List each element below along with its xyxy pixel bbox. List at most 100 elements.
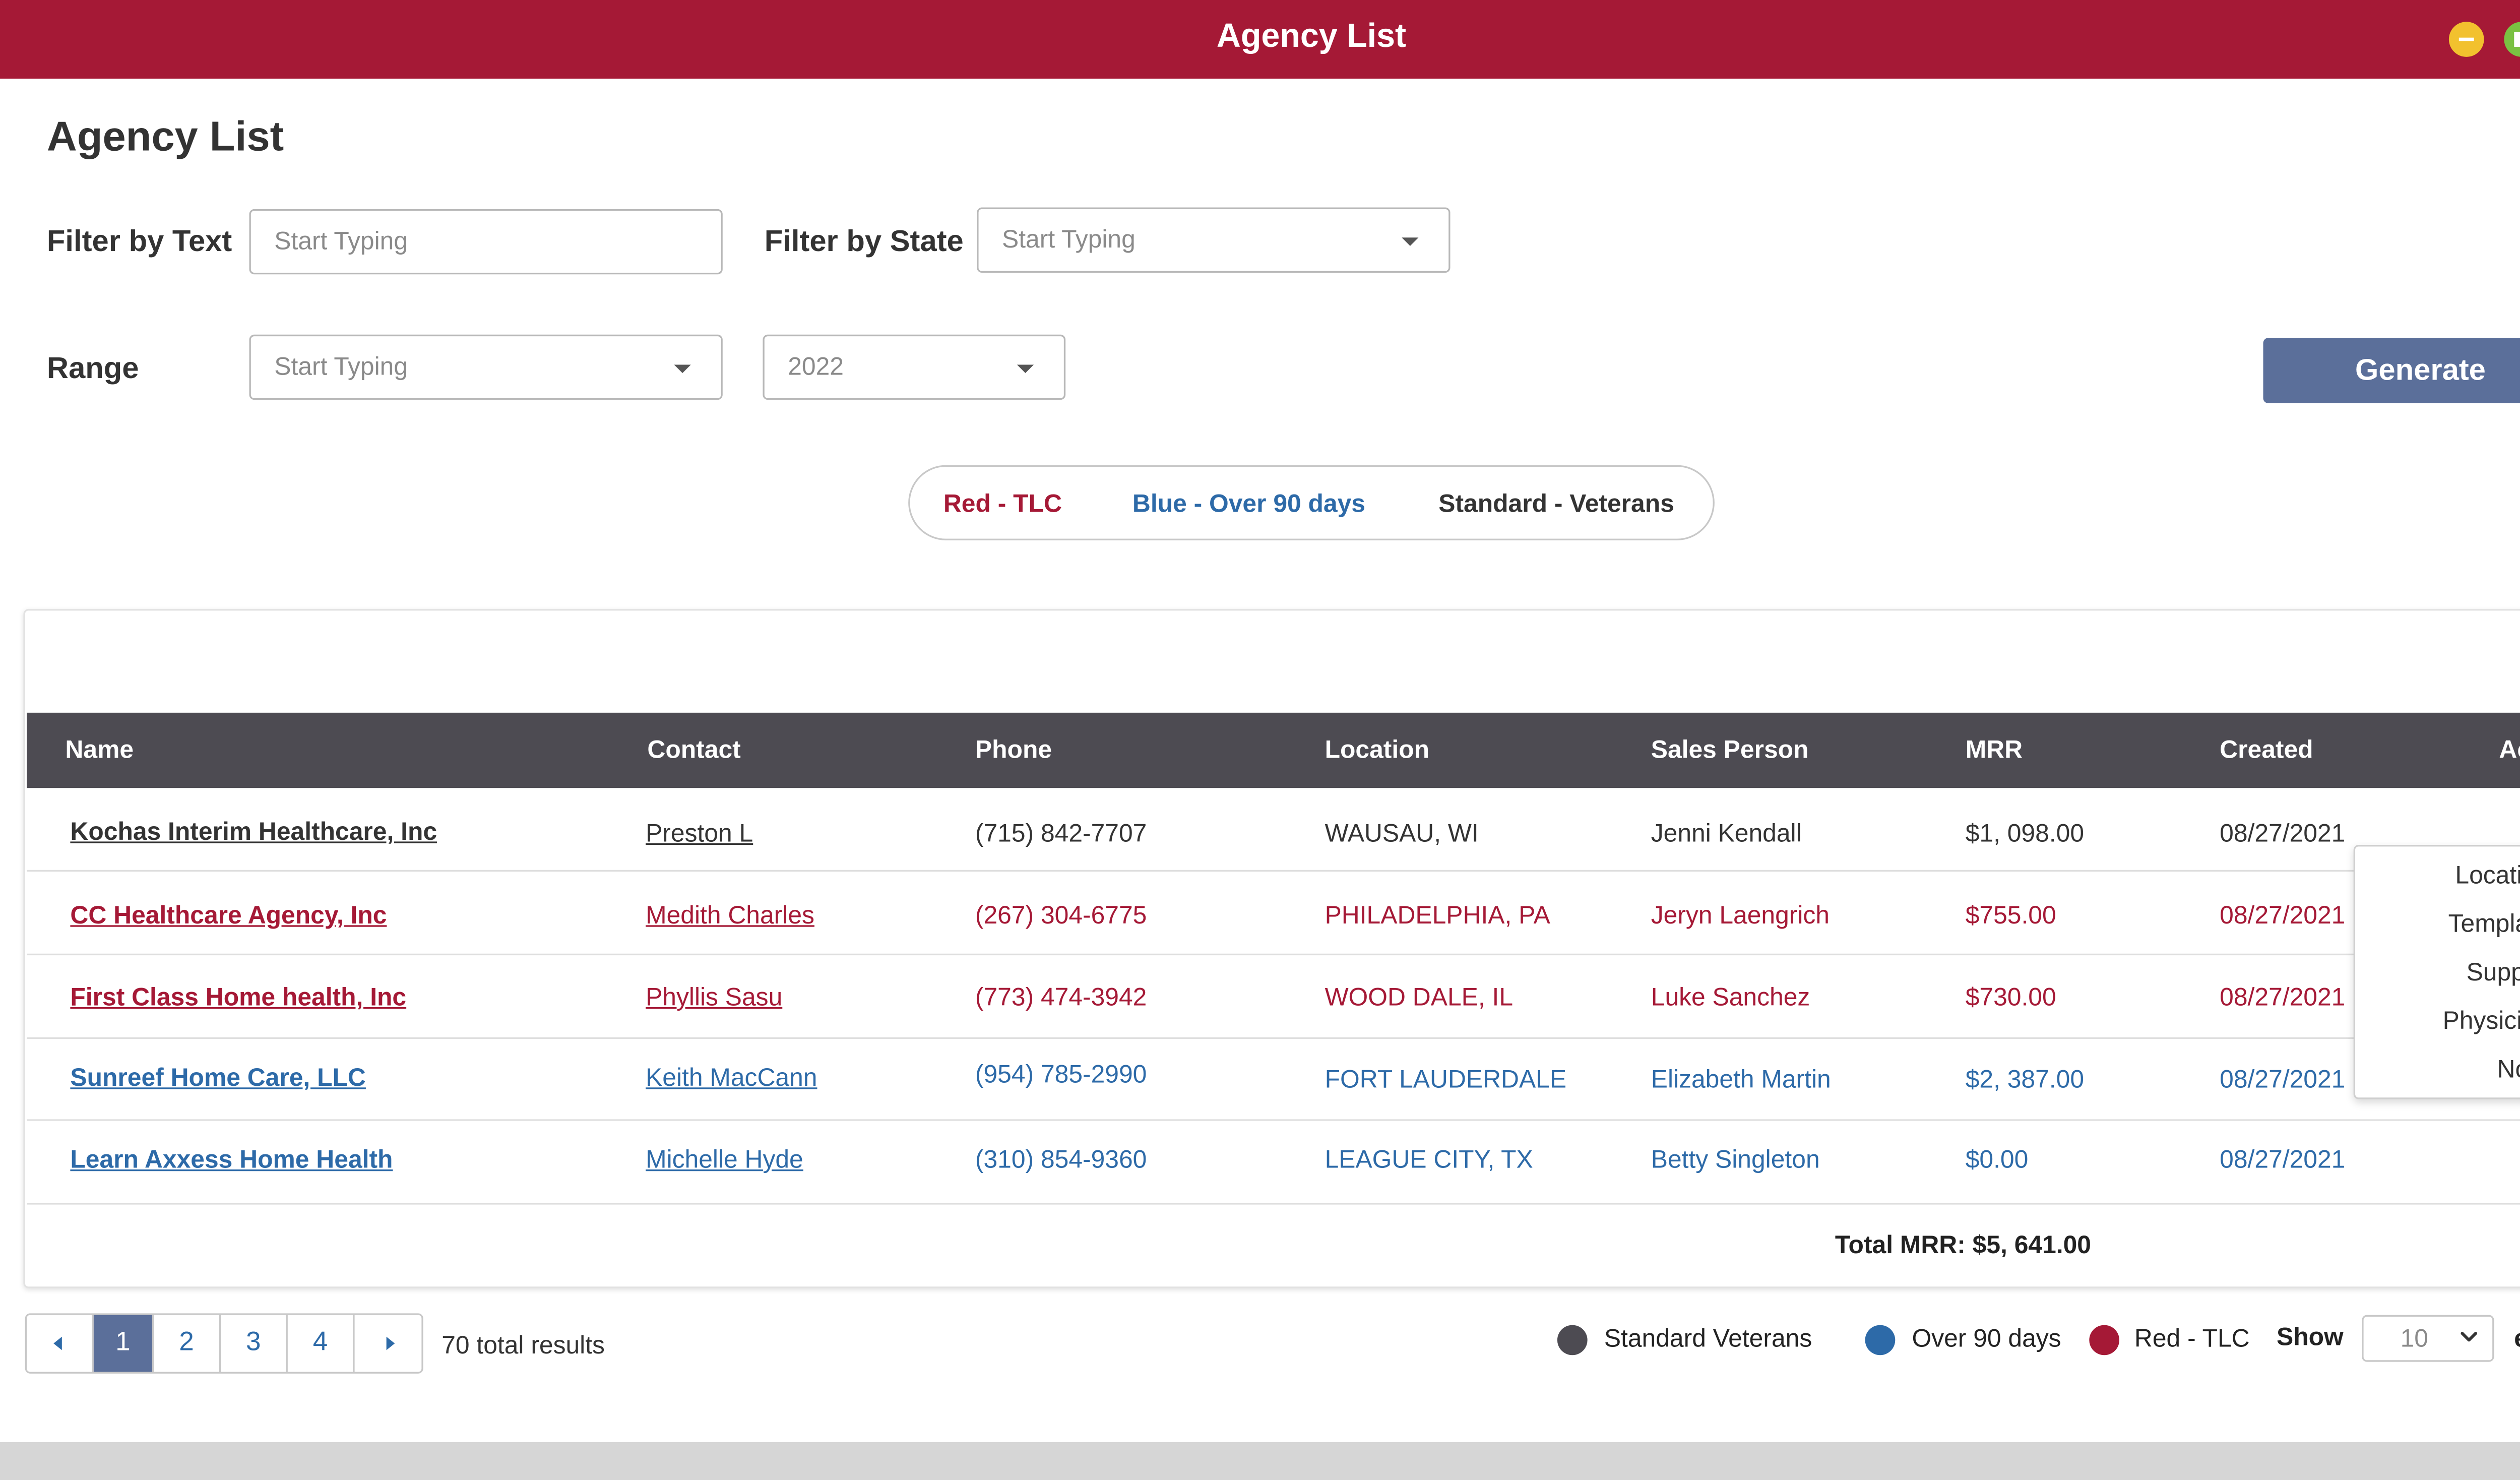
total-mrr: Total MRR: $5, 641.00 xyxy=(1835,1231,2091,1260)
red-dot-icon xyxy=(2089,1325,2120,1355)
agency-name-link[interactable]: Sunreef Home Care, LLC xyxy=(70,1064,366,1093)
contact-link[interactable]: Phyllis Sasu xyxy=(646,983,783,1012)
total-results: 70 total results xyxy=(442,1331,605,1361)
mrr-cell: $755.00 xyxy=(1965,901,2056,931)
menu-item-notes[interactable]: Notes xyxy=(2497,1056,2520,1084)
row-action-menu: Locations Templates Supplies Physicians … xyxy=(2353,845,2520,1099)
minimize-button[interactable] xyxy=(2448,22,2484,57)
menu-item-physicians[interactable]: Physicians xyxy=(2442,1007,2520,1036)
menu-item-supplies[interactable]: Supplies xyxy=(2466,958,2520,988)
mrr-cell: $0.00 xyxy=(1965,1146,2029,1175)
column-header-created[interactable]: Created xyxy=(2220,736,2313,765)
year-value: 2022 xyxy=(788,353,844,382)
blue-dot-icon xyxy=(1865,1325,1896,1355)
created-cell: 08/27/2021 xyxy=(2220,1066,2346,1094)
entries-select[interactable]: 10 xyxy=(2362,1315,2494,1362)
standard-dot-icon xyxy=(1557,1325,1588,1355)
contact-link[interactable]: Keith MacCann xyxy=(646,1064,817,1093)
legend-standard-veterans[interactable]: Standard - Veterans xyxy=(1438,490,1674,519)
filter-text-input[interactable] xyxy=(250,211,721,273)
filter-text-label: Filter by Text xyxy=(46,224,232,258)
contact-link[interactable]: Michelle Hyde xyxy=(646,1146,803,1175)
agency-name-link[interactable]: First Class Home health, Inc xyxy=(70,983,407,1012)
page-title: Agency List xyxy=(46,113,284,161)
page-button-1[interactable]: 1 xyxy=(93,1315,154,1372)
caret-down-icon xyxy=(1402,237,1419,246)
footer-legend-blue: Over 90 days xyxy=(1912,1325,2061,1353)
menu-item-locations[interactable]: Locations xyxy=(2455,861,2520,890)
entries-label: entries xyxy=(2514,1325,2520,1353)
titlebar: Agency List xyxy=(0,0,2520,79)
entries-value: 10 xyxy=(2400,1325,2429,1353)
agency-name-link[interactable]: CC Healthcare Agency, Inc xyxy=(70,901,387,931)
agency-name-link[interactable]: Learn Axxess Home Health xyxy=(70,1146,393,1175)
prev-page-button[interactable] xyxy=(27,1315,94,1372)
range-placeholder: Start Typing xyxy=(274,353,408,382)
sales-person-cell: Jeryn Laengrich xyxy=(1651,901,1830,931)
legend-blue-over-90[interactable]: Blue - Over 90 days xyxy=(1132,490,1366,519)
menu-item-templates[interactable]: Templates xyxy=(2448,910,2520,939)
agency-name-link[interactable]: Kochas Interim Healthcare, Inc xyxy=(70,818,437,847)
caret-right-icon xyxy=(386,1336,395,1350)
contact-link[interactable]: Medith Charles xyxy=(646,901,814,931)
window-title: Agency List xyxy=(1216,18,1407,55)
column-header-name[interactable]: Name xyxy=(65,736,134,765)
table-row: First Class Home health, Inc Phyllis Sas… xyxy=(27,957,2520,1039)
table-divider xyxy=(27,1203,2520,1205)
sales-person-cell: Jenni Kendall xyxy=(1651,820,1802,848)
mrr-cell: $1, 098.00 xyxy=(1965,820,2085,848)
generate-button[interactable]: Generate xyxy=(2263,338,2520,403)
chevron-down-icon xyxy=(2461,1332,2477,1342)
filter-state-select[interactable]: Start Typing xyxy=(977,207,1451,273)
sales-person-cell: Elizabeth Martin xyxy=(1651,1066,1831,1094)
mrr-cell: $730.00 xyxy=(1965,983,2056,1012)
footer-legend-standard: Standard Veterans xyxy=(1604,1325,1812,1353)
column-header-location[interactable]: Location xyxy=(1325,736,1430,765)
created-cell: 08/27/2021 xyxy=(2220,820,2346,848)
phone-cell: (954) 785-2990 xyxy=(975,1061,1147,1089)
legend-red-tlc[interactable]: Red - TLC xyxy=(943,490,1062,519)
year-select[interactable]: 2022 xyxy=(763,334,1066,400)
column-header-contact[interactable]: Contact xyxy=(647,736,741,765)
column-header-sales-person[interactable]: Sales Person xyxy=(1651,736,1809,765)
range-select[interactable]: Start Typing xyxy=(249,334,723,400)
maximize-icon xyxy=(2514,32,2520,47)
created-cell: 08/27/2021 xyxy=(2220,983,2346,1012)
column-header-phone[interactable]: Phone xyxy=(975,736,1052,765)
page-button-4[interactable]: 4 xyxy=(288,1315,355,1372)
created-cell: 08/27/2021 xyxy=(2220,1146,2346,1175)
pagination: 1 2 3 4 xyxy=(25,1313,423,1374)
phone-cell: (715) 842-7707 xyxy=(975,820,1147,848)
filter-state-label: Filter by State xyxy=(764,224,964,258)
category-legend: Red - TLC Blue - Over 90 days Standard -… xyxy=(908,465,1715,541)
range-label: Range xyxy=(46,351,139,385)
caret-down-icon xyxy=(674,364,691,374)
minimize-icon xyxy=(2459,37,2474,41)
footer-legend-red: Red - TLC xyxy=(2134,1325,2250,1353)
phone-cell: (267) 304-6775 xyxy=(975,901,1147,931)
table-header: Name Contact Phone Location Sales Person… xyxy=(27,712,2520,788)
filter-text-field[interactable] xyxy=(249,209,723,275)
phone-cell: (310) 854-9360 xyxy=(975,1146,1147,1175)
phone-cell: (773) 474-3942 xyxy=(975,983,1147,1012)
sales-person-cell: Luke Sanchez xyxy=(1651,983,1810,1012)
table-row: Learn Axxess Home Health Michelle Hyde (… xyxy=(27,1121,2520,1203)
sales-person-cell: Betty Singleton xyxy=(1651,1146,1820,1175)
caret-left-icon xyxy=(53,1336,62,1350)
maximize-button[interactable] xyxy=(2504,22,2520,57)
next-page-button[interactable] xyxy=(355,1315,422,1372)
location-cell: PHILADELPHIA, PA xyxy=(1325,901,1550,931)
created-cell: 08/27/2021 xyxy=(2220,901,2346,931)
page-button-3[interactable]: 3 xyxy=(221,1315,288,1372)
table-row: Kochas Interim Healthcare, Inc Preston L… xyxy=(27,789,2520,872)
status-bar xyxy=(0,1442,2520,1480)
caret-down-icon xyxy=(1017,364,1034,374)
location-cell: FORT LAUDERDALE xyxy=(1325,1066,1567,1094)
column-header-mrr[interactable]: MRR xyxy=(1965,736,2023,765)
table-row: Sunreef Home Care, LLC Keith MacCann (95… xyxy=(27,1039,2520,1121)
contact-link[interactable]: Preston L xyxy=(646,820,753,848)
filter-state-placeholder: Start Typing xyxy=(1002,226,1136,255)
page-button-2[interactable]: 2 xyxy=(154,1315,221,1372)
location-cell: WAUSAU, WI xyxy=(1325,820,1479,848)
